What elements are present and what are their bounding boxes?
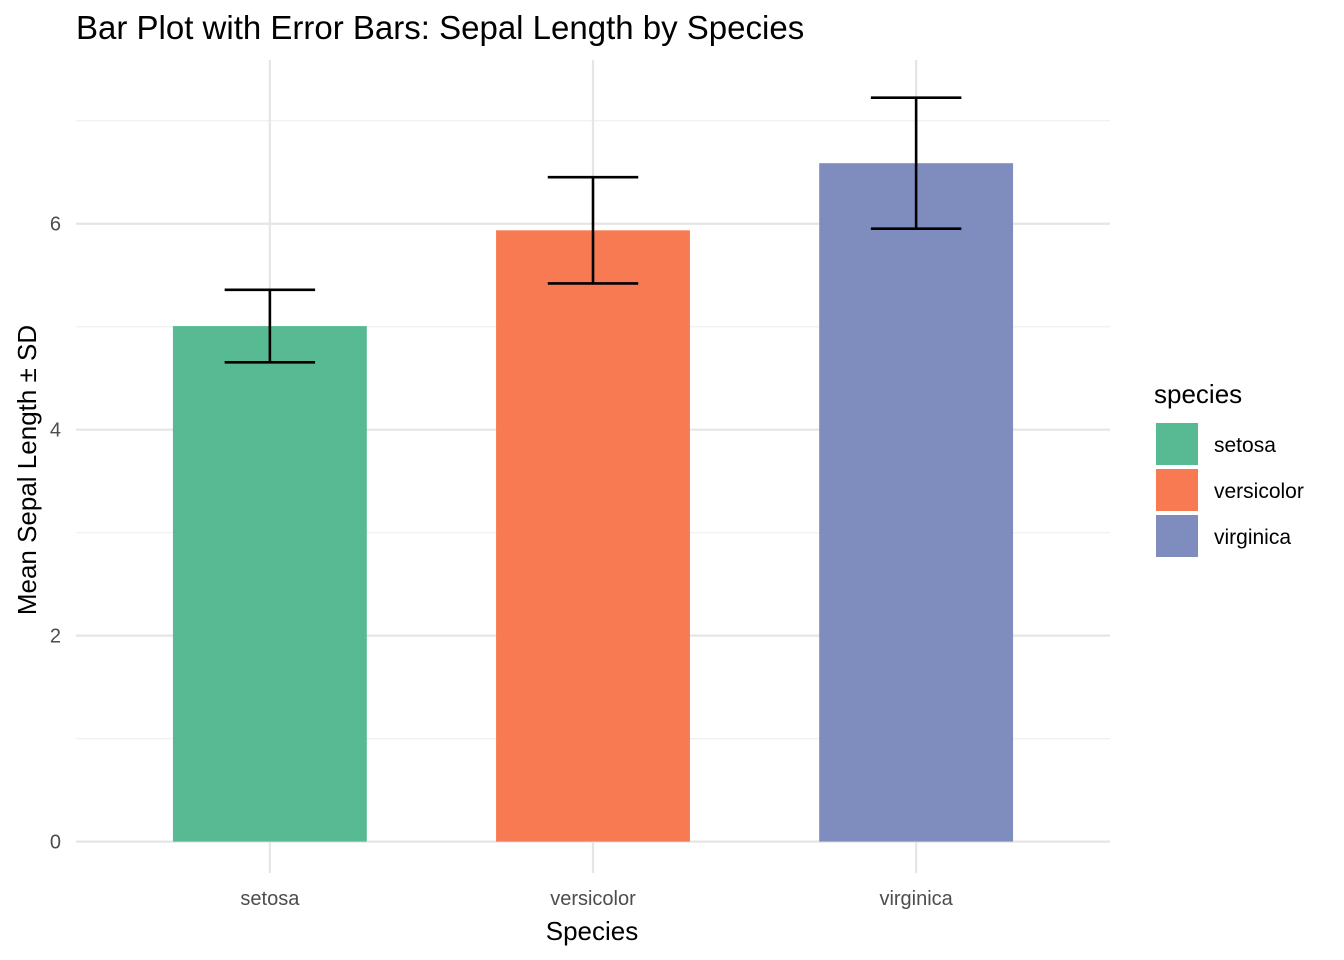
error-bar-versicolor — [547, 175, 639, 285]
bar-virginica — [819, 163, 1014, 842]
error-bar-setosa — [224, 288, 316, 364]
legend-swatch-virginica — [1156, 515, 1198, 557]
y-axis-ticks: 0 2 4 6 — [50, 214, 61, 854]
x-axis-ticks: setosa versicolor virginica — [240, 888, 953, 910]
x-axis-title: Species — [546, 916, 639, 946]
y-tick-label: 2 — [50, 626, 61, 648]
bars — [172, 163, 1014, 842]
legend-label-virginica: virginica — [1214, 526, 1291, 549]
y-tick-label: 4 — [50, 420, 61, 442]
error-bar-virginica — [870, 96, 962, 230]
y-axis-title: Mean Sepal Length ± SD — [12, 325, 42, 615]
legend-swatch-versicolor — [1156, 469, 1198, 511]
x-tick-label: setosa — [240, 888, 300, 910]
error-bars — [224, 96, 962, 364]
x-tick-label: virginica — [879, 888, 953, 910]
chart-title: Bar Plot with Error Bars: Sepal Length b… — [76, 9, 804, 46]
legend-swatch-setosa — [1156, 423, 1198, 465]
y-tick-label: 6 — [50, 214, 61, 236]
y-tick-label: 0 — [50, 832, 61, 854]
legend-label-setosa: setosa — [1214, 434, 1276, 457]
x-tick-label: versicolor — [550, 888, 636, 910]
legend-title: species — [1154, 379, 1242, 409]
legend-label-versicolor: versicolor — [1214, 480, 1304, 503]
legend: species setosa versicolor virginica — [1154, 379, 1304, 557]
bar-versicolor — [496, 230, 690, 842]
bar-setosa — [172, 326, 367, 842]
